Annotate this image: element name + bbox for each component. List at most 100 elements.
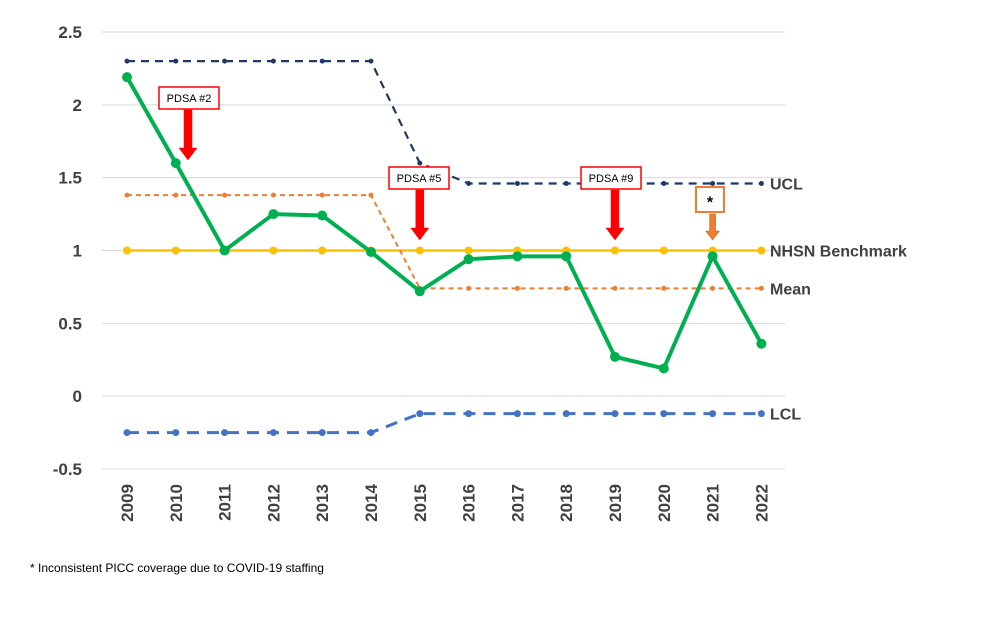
series-lcl-point (123, 429, 131, 437)
series-lcl-point (172, 429, 180, 437)
series-rate-point (658, 363, 669, 374)
series-lcl-point (660, 410, 668, 418)
series-lcl (123, 410, 765, 437)
label-ucl: UCL (770, 176, 803, 193)
annotation-pdsa2: PDSA #2 (158, 86, 220, 161)
series-mean-point (661, 285, 667, 291)
footnote: * Inconsistent PICC coverage due to COVI… (30, 561, 324, 575)
series-lcl-point (269, 429, 277, 437)
x-tick-label: 2019 (606, 484, 625, 522)
y-tick-label: 1 (73, 242, 82, 261)
y-tick-label: 0.5 (58, 314, 82, 333)
series-rate-point (219, 245, 230, 256)
series-mean-point (222, 192, 228, 198)
annotation-pdsa2-arrow (178, 109, 198, 161)
series-ucl-point (466, 180, 472, 186)
series-ucl-point (710, 180, 716, 186)
series-ucl-point (319, 58, 325, 64)
series-benchmark-point (659, 246, 668, 255)
y-tick-label: 2 (73, 96, 82, 115)
label-mean: Mean (770, 281, 811, 298)
annotation-pdsa2-box (158, 86, 220, 110)
series-lcl-point (513, 410, 521, 418)
x-tick-label: 2021 (704, 484, 723, 522)
x-tick-label: 2017 (508, 484, 527, 522)
annotation-pdsa9: PDSA #9 (580, 166, 642, 241)
annotation-pdsa2-text: PDSA #2 (167, 93, 212, 105)
series-rate-point (170, 158, 181, 169)
x-tick-label: 2009 (118, 484, 137, 522)
annotation-pdsa5-box (388, 166, 450, 190)
annotation-covid-text: * (707, 195, 714, 212)
series-ucl-point (124, 58, 130, 64)
series-benchmark-point (415, 246, 424, 255)
series-ucl-point (758, 180, 764, 186)
series-mean-point (173, 192, 179, 198)
series-mean-point (319, 192, 325, 198)
series-rate (122, 72, 767, 374)
series-lcl-point (611, 410, 619, 418)
label-lcl: LCL (770, 407, 801, 424)
series-ucl-point (661, 180, 667, 186)
x-tick-label: 2016 (460, 484, 479, 522)
series-rate-point (610, 351, 620, 362)
y-tick-label: 1.5 (58, 169, 82, 188)
series-benchmark-point (171, 246, 180, 255)
series-lcl-point (562, 410, 570, 418)
annotation-pdsa5-text: PDSA #5 (397, 173, 442, 185)
annotation-pdsa9-text: PDSA #9 (589, 173, 634, 185)
series-ucl-point (222, 58, 228, 64)
x-tick-label: 2022 (752, 484, 771, 522)
series-lcl-line (127, 412, 762, 435)
series-mean-point (514, 285, 520, 291)
series-ucl-point (514, 180, 520, 186)
series-benchmark-point (123, 246, 131, 255)
series-mean-point (466, 285, 472, 291)
series-ucl-line (127, 60, 762, 185)
x-tick-label: 2015 (411, 484, 430, 522)
series-mean-point (124, 192, 130, 198)
y-tick-label: -0.5 (53, 460, 82, 479)
series-mean-line (127, 194, 762, 290)
x-tick-label: 2014 (362, 483, 381, 521)
series-rate-point (756, 338, 767, 349)
y-axis: 2.5 2 1.5 1 0.5 0 -0.5 (53, 23, 82, 479)
x-tick-label: 2018 (557, 484, 576, 522)
series-mean-point (758, 285, 764, 291)
annotation-pdsa9-box (580, 166, 642, 190)
series-ucl-point (417, 160, 423, 166)
series-ucl-point (173, 58, 179, 64)
annotation-covid-arrow (705, 213, 721, 241)
series-rate-point (463, 254, 474, 265)
annotation-pdsa5-arrow (410, 189, 430, 241)
x-axis: 2009 2010 2011 2012 2013 2014 2015 2016 2017 2018… (118, 483, 771, 521)
series-rate-point (512, 251, 523, 262)
x-tick-label: 2010 (167, 484, 186, 522)
series-mean (124, 192, 764, 291)
series-rate-point (366, 246, 376, 257)
series-mean-point (368, 192, 374, 198)
series-ucl-point (563, 180, 569, 186)
series-rate-point (561, 251, 572, 262)
series-rate-point (122, 72, 132, 83)
series-benchmark-point (269, 246, 278, 255)
series-ucl-point (270, 58, 276, 64)
series-ucl-point (368, 58, 374, 64)
y-tick-label: 2.5 (58, 23, 82, 42)
series-lcl-point (367, 429, 375, 437)
series-benchmark-point (318, 246, 327, 255)
series-mean-point (270, 192, 276, 198)
y-tick-label: 0 (73, 387, 82, 406)
series-lcl-point (709, 410, 717, 418)
series-benchmark (123, 246, 766, 255)
x-tick-label: 2020 (655, 484, 674, 522)
series-labels: UCL NHSN Benchmark Mean LCL (770, 176, 907, 423)
series-lcl-point (465, 410, 473, 418)
annotation-pdsa9-arrow (605, 189, 625, 241)
x-tick-label: 2011 (216, 484, 235, 521)
series-rate-point (707, 251, 718, 262)
series-rate-line (125, 76, 764, 371)
annotation-pdsa5: PDSA #5 (388, 166, 450, 241)
series-lcl-point (221, 429, 229, 437)
series-rate-point (268, 209, 279, 220)
